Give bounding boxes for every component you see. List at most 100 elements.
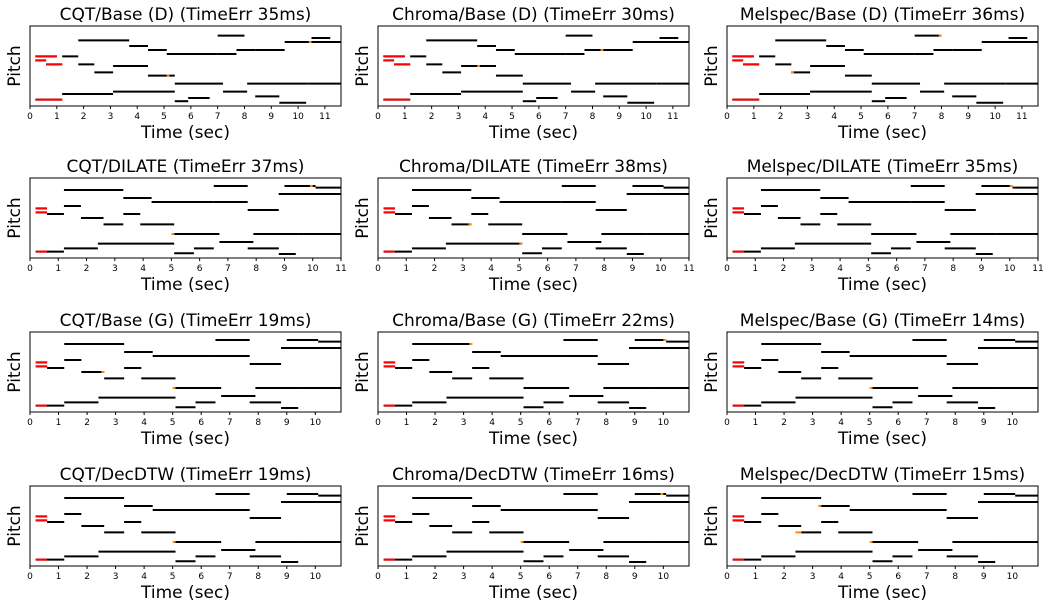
x-tick-label: 0	[27, 112, 33, 122]
subplot-title: CQT/Base (D) (TimeErr 35ms)	[60, 5, 312, 25]
x-tick-label: 3	[456, 112, 462, 122]
x-tick-label: 4	[488, 264, 494, 274]
x-axis-label: Time (sec)	[837, 429, 927, 449]
x-tick-label: 8	[950, 264, 956, 274]
x-tick-label: 2	[432, 572, 438, 582]
x-tick-label: 8	[603, 572, 609, 582]
y-axis-label: Pitch	[353, 505, 373, 546]
x-tick-label: 0	[375, 264, 381, 274]
x-tick-label: 2	[778, 112, 784, 122]
x-tick-label: 7	[227, 572, 233, 582]
x-tick-label: 5	[516, 264, 522, 274]
x-tick-label: 7	[575, 418, 581, 428]
x-tick-label: 5	[867, 572, 873, 582]
x-tick-label: 6	[546, 572, 552, 582]
x-axis-label: Time (sec)	[837, 123, 927, 143]
subplot-title: Melspec/DILATE (TimeErr 35ms)	[747, 157, 1019, 177]
x-axis-label: Time (sec)	[837, 583, 927, 603]
x-tick-label: 9	[981, 572, 987, 582]
x-tick-label: 9	[284, 572, 290, 582]
x-tick-label: 2	[781, 264, 787, 274]
x-tick-label: 11	[683, 264, 694, 274]
x-tick-label: 10	[1007, 572, 1019, 582]
x-tick-label: 5	[509, 112, 515, 122]
x-tick-label: 9	[632, 418, 638, 428]
x-tick-label: 9	[979, 264, 985, 274]
x-tick-label: 1	[753, 572, 759, 582]
x-tick-label: 11	[1016, 112, 1027, 122]
x-tick-label: 0	[724, 264, 730, 274]
x-axis-label: Time (sec)	[488, 429, 578, 449]
x-tick-label: 1	[403, 264, 409, 274]
x-tick-label: 1	[54, 112, 60, 122]
plot-frame	[726, 177, 1039, 259]
x-axis-label: Time (sec)	[140, 583, 230, 603]
x-tick-label: 8	[603, 418, 609, 428]
x-tick-label: 3	[460, 264, 466, 274]
x-tick-label: 2	[84, 572, 90, 582]
subplot-4: Chroma/DILATE (TimeErr 38ms) 0 1 2 3 4 5 6 7 8 9 10…	[353, 157, 695, 295]
subplot-5: Melspec/DILATE (TimeErr 35ms) 0 1 2 3 4 5 6 7 8 9 1…	[702, 157, 1044, 295]
subplot-title: CQT/DecDTW (TimeErr 19ms)	[60, 465, 312, 485]
x-tick-label: 0	[375, 572, 381, 582]
x-tick-label: 6	[545, 264, 551, 274]
x-tick-label: 11	[667, 112, 678, 122]
x-tick-label: 6	[885, 112, 891, 122]
x-tick-label: 7	[225, 264, 231, 274]
x-tick-label: 10	[640, 112, 652, 122]
x-axis-label: Time (sec)	[488, 583, 578, 603]
x-tick-label: 3	[810, 418, 816, 428]
x-tick-label: 7	[215, 112, 221, 122]
x-tick-label: 10	[989, 112, 1001, 122]
x-tick-label: 7	[912, 112, 918, 122]
x-tick-label: 5	[865, 264, 871, 274]
x-tick-label: 9	[284, 418, 290, 428]
x-tick-label: 9	[616, 112, 622, 122]
x-tick-label: 8	[242, 112, 248, 122]
x-tick-label: 6	[895, 418, 901, 428]
x-tick-label: 6	[546, 418, 552, 428]
x-tick-label: 10	[1007, 418, 1019, 428]
plot-frame	[726, 25, 1039, 107]
x-tick-label: 7	[573, 264, 579, 274]
x-tick-label: 10	[655, 264, 667, 274]
x-tick-label: 6	[894, 264, 900, 274]
x-tick-label: 5	[858, 112, 864, 122]
x-tick-label: 6	[188, 112, 194, 122]
x-tick-label: 3	[805, 112, 811, 122]
x-tick-label: 9	[981, 418, 987, 428]
x-tick-label: 4	[141, 418, 147, 428]
x-tick-label: 5	[867, 418, 873, 428]
x-axis-label: Time (sec)	[140, 275, 230, 295]
x-tick-label: 1	[55, 264, 61, 274]
subplot-title: Chroma/DILATE (TimeErr 38ms)	[399, 157, 668, 177]
x-tick-label: 8	[952, 418, 958, 428]
plot-frame	[377, 485, 690, 567]
x-tick-label: 0	[375, 112, 381, 122]
x-axis-label: Time (sec)	[140, 429, 230, 449]
x-tick-label: 4	[831, 112, 837, 122]
y-axis-label: Pitch	[5, 505, 25, 546]
x-tick-label: 10	[307, 264, 319, 274]
x-tick-label: 10	[292, 112, 304, 122]
x-tick-label: 10	[658, 418, 670, 428]
x-tick-label: 8	[255, 418, 261, 428]
plot-frame	[726, 331, 1039, 413]
y-axis-label: Pitch	[5, 197, 25, 238]
x-tick-label: 4	[134, 112, 140, 122]
subplot-title: CQT/DILATE (TimeErr 37ms)	[67, 157, 305, 177]
subplot-title: Chroma/DecDTW (TimeErr 16ms)	[392, 465, 675, 485]
x-tick-label: 3	[113, 572, 119, 582]
x-tick-label: 2	[429, 112, 435, 122]
y-axis-label: Pitch	[702, 351, 722, 392]
x-tick-label: 10	[310, 418, 322, 428]
plot-area	[727, 26, 1038, 106]
x-tick-label: 5	[168, 264, 174, 274]
x-tick-label: 5	[518, 418, 524, 428]
y-axis-label: Pitch	[353, 197, 373, 238]
x-tick-label: 9	[630, 264, 636, 274]
x-tick-label: 8	[952, 572, 958, 582]
x-tick-label: 0	[724, 112, 730, 122]
x-tick-label: 1	[751, 112, 757, 122]
